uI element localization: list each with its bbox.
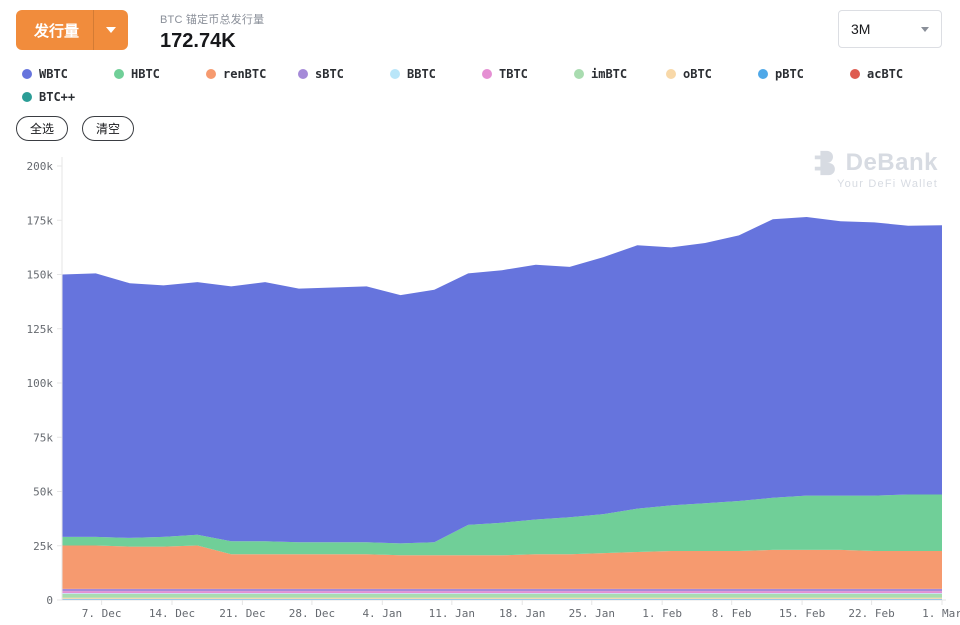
y-tick-label: 0	[46, 594, 53, 607]
stacked-area-chart[interactable]: 0 25k 50k 75k 100k 125k 150k 175k 200k 7. Dec 14. …	[0, 143, 960, 623]
legend-marker-icon	[850, 69, 860, 79]
y-tick-label: 50k	[33, 486, 53, 499]
legend-item-BBTC[interactable]: BBTC	[390, 67, 482, 81]
y-tick-label: 75k	[33, 431, 53, 444]
area-series-oBTC[interactable]	[62, 597, 942, 599]
area-series-WBTC[interactable]	[62, 217, 942, 544]
metric-dropdown-label: 发行量	[34, 22, 80, 40]
x-tick-label: 18. Jan	[499, 607, 545, 620]
x-tick-label: 8. Feb	[712, 607, 752, 620]
legend-item-BTC++[interactable]: BTC++	[22, 90, 114, 104]
chevron-down-icon	[921, 26, 929, 32]
x-tick-label: 22. Feb	[848, 607, 894, 620]
legend-marker-icon	[482, 69, 492, 79]
x-tick-label: 21. Dec	[219, 607, 265, 620]
legend-label: sBTC	[315, 67, 344, 81]
topbar: 发行量 BTC 锚定币总发行量 172.74K 3M	[0, 0, 960, 53]
y-tick-label: 100k	[27, 377, 54, 390]
legend-marker-icon	[114, 69, 124, 79]
y-tick-label: 175k	[27, 214, 54, 227]
legend-label: BBTC	[407, 67, 436, 81]
legend-item-imBTC[interactable]: imBTC	[574, 67, 666, 81]
y-tick-label: 200k	[27, 160, 54, 173]
x-tick-label: 7. Dec	[82, 607, 122, 620]
x-tick-label: 25. Jan	[569, 607, 615, 620]
x-tick-label: 15. Feb	[779, 607, 825, 620]
x-tick-label: 1. Mar	[922, 607, 960, 620]
y-tick-label: 125k	[27, 323, 54, 336]
total-issuance-value: 172.74K	[160, 30, 236, 52]
button-divider	[93, 10, 95, 50]
area-series-TBTC[interactable]	[62, 591, 942, 594]
legend-controls: 全选 清空	[0, 104, 960, 141]
x-tick-label: 28. Dec	[289, 607, 335, 620]
legend-item-acBTC[interactable]: acBTC	[850, 67, 942, 81]
legend-marker-icon	[206, 69, 216, 79]
x-tick-label: 1. Feb	[642, 607, 682, 620]
legend-label: HBTC	[131, 67, 160, 81]
legend-label: BTC++	[39, 90, 76, 104]
area-series-BBTC[interactable]	[62, 593, 942, 594]
legend-marker-icon	[298, 69, 308, 79]
clear-button[interactable]: 清空	[82, 116, 135, 141]
legend-item-pBTC[interactable]: pBTC	[758, 67, 850, 81]
y-tick-label: 150k	[27, 269, 54, 282]
legend-item-HBTC[interactable]: HBTC	[114, 67, 206, 81]
time-range-value: 3M	[851, 21, 871, 37]
legend-item-WBTC[interactable]: WBTC	[22, 67, 114, 81]
x-tick-label: 14. Dec	[149, 607, 195, 620]
legend-label: WBTC	[39, 67, 68, 81]
legend-label: oBTC	[683, 67, 712, 81]
y-tick-label: 25k	[33, 540, 53, 553]
metric-dropdown-button[interactable]: 发行量	[16, 10, 129, 50]
legend-item-oBTC[interactable]: oBTC	[666, 67, 758, 81]
legend-label: imBTC	[591, 67, 628, 81]
legend-label: renBTC	[223, 67, 267, 81]
legend-marker-icon	[390, 69, 400, 79]
legend-marker-icon	[22, 92, 32, 102]
x-tick-label: 4. Jan	[362, 607, 402, 620]
area-series-renBTC[interactable]	[62, 545, 942, 589]
area-series-sBTC[interactable]	[62, 588, 942, 592]
title-block: BTC 锚定币总发行量 172.74K	[160, 10, 264, 53]
time-range-select[interactable]: 3M	[838, 10, 942, 48]
legend-marker-icon	[574, 69, 584, 79]
legend-marker-icon	[666, 69, 676, 79]
legend-label: TBTC	[499, 67, 528, 81]
legend-item-TBTC[interactable]: TBTC	[482, 67, 574, 81]
legend-label: acBTC	[867, 67, 904, 81]
chevron-down-icon	[94, 27, 128, 33]
legend-marker-icon	[22, 69, 32, 79]
legend-label: pBTC	[775, 67, 804, 81]
legend: WBTC HBTC renBTC sBTC BBTC TBTC imBTC oBTC pBTC a…	[0, 53, 960, 104]
legend-marker-icon	[758, 69, 768, 79]
legend-item-sBTC[interactable]: sBTC	[298, 67, 390, 81]
chart-area: DeBank Your DeFi Wallet 0 25k 50k 75k 100k 12…	[0, 143, 960, 623]
area-series-imBTC[interactable]	[62, 593, 942, 598]
x-tick-label: 11. Jan	[429, 607, 475, 620]
select-all-button[interactable]: 全选	[16, 116, 69, 141]
chart-subtitle: BTC 锚定币总发行量	[160, 14, 265, 26]
legend-item-renBTC[interactable]: renBTC	[206, 67, 298, 81]
area-series-pBTC[interactable]	[62, 598, 942, 600]
area-series-HBTC[interactable]	[62, 494, 942, 556]
